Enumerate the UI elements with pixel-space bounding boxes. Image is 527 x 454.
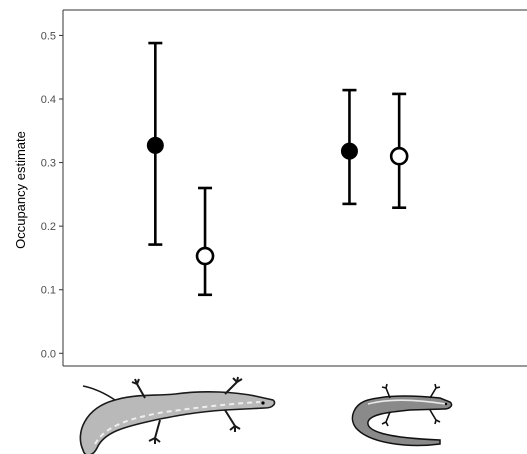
y-tick-label: 0.5 <box>41 30 56 42</box>
point-filled <box>146 136 164 154</box>
y-tick-label: 0.3 <box>41 158 56 170</box>
y-tick-label: 0.4 <box>41 94 56 106</box>
plot-panel <box>62 9 527 367</box>
point-filled <box>340 142 358 160</box>
point-open <box>389 146 409 166</box>
y-ticks: 0.0 0.1 0.2 0.3 0.4 0.5 <box>41 30 63 360</box>
salamander-large-icon <box>79 376 276 454</box>
salamander-small-icon <box>351 383 453 447</box>
y-tick-label: 0.2 <box>41 221 56 233</box>
point-open <box>195 246 215 266</box>
y-tick-label: 0.0 <box>41 348 56 360</box>
data-marks <box>146 41 409 297</box>
y-axis-title: Occupancy estimate <box>13 131 28 249</box>
y-tick-label: 0.1 <box>41 285 56 297</box>
